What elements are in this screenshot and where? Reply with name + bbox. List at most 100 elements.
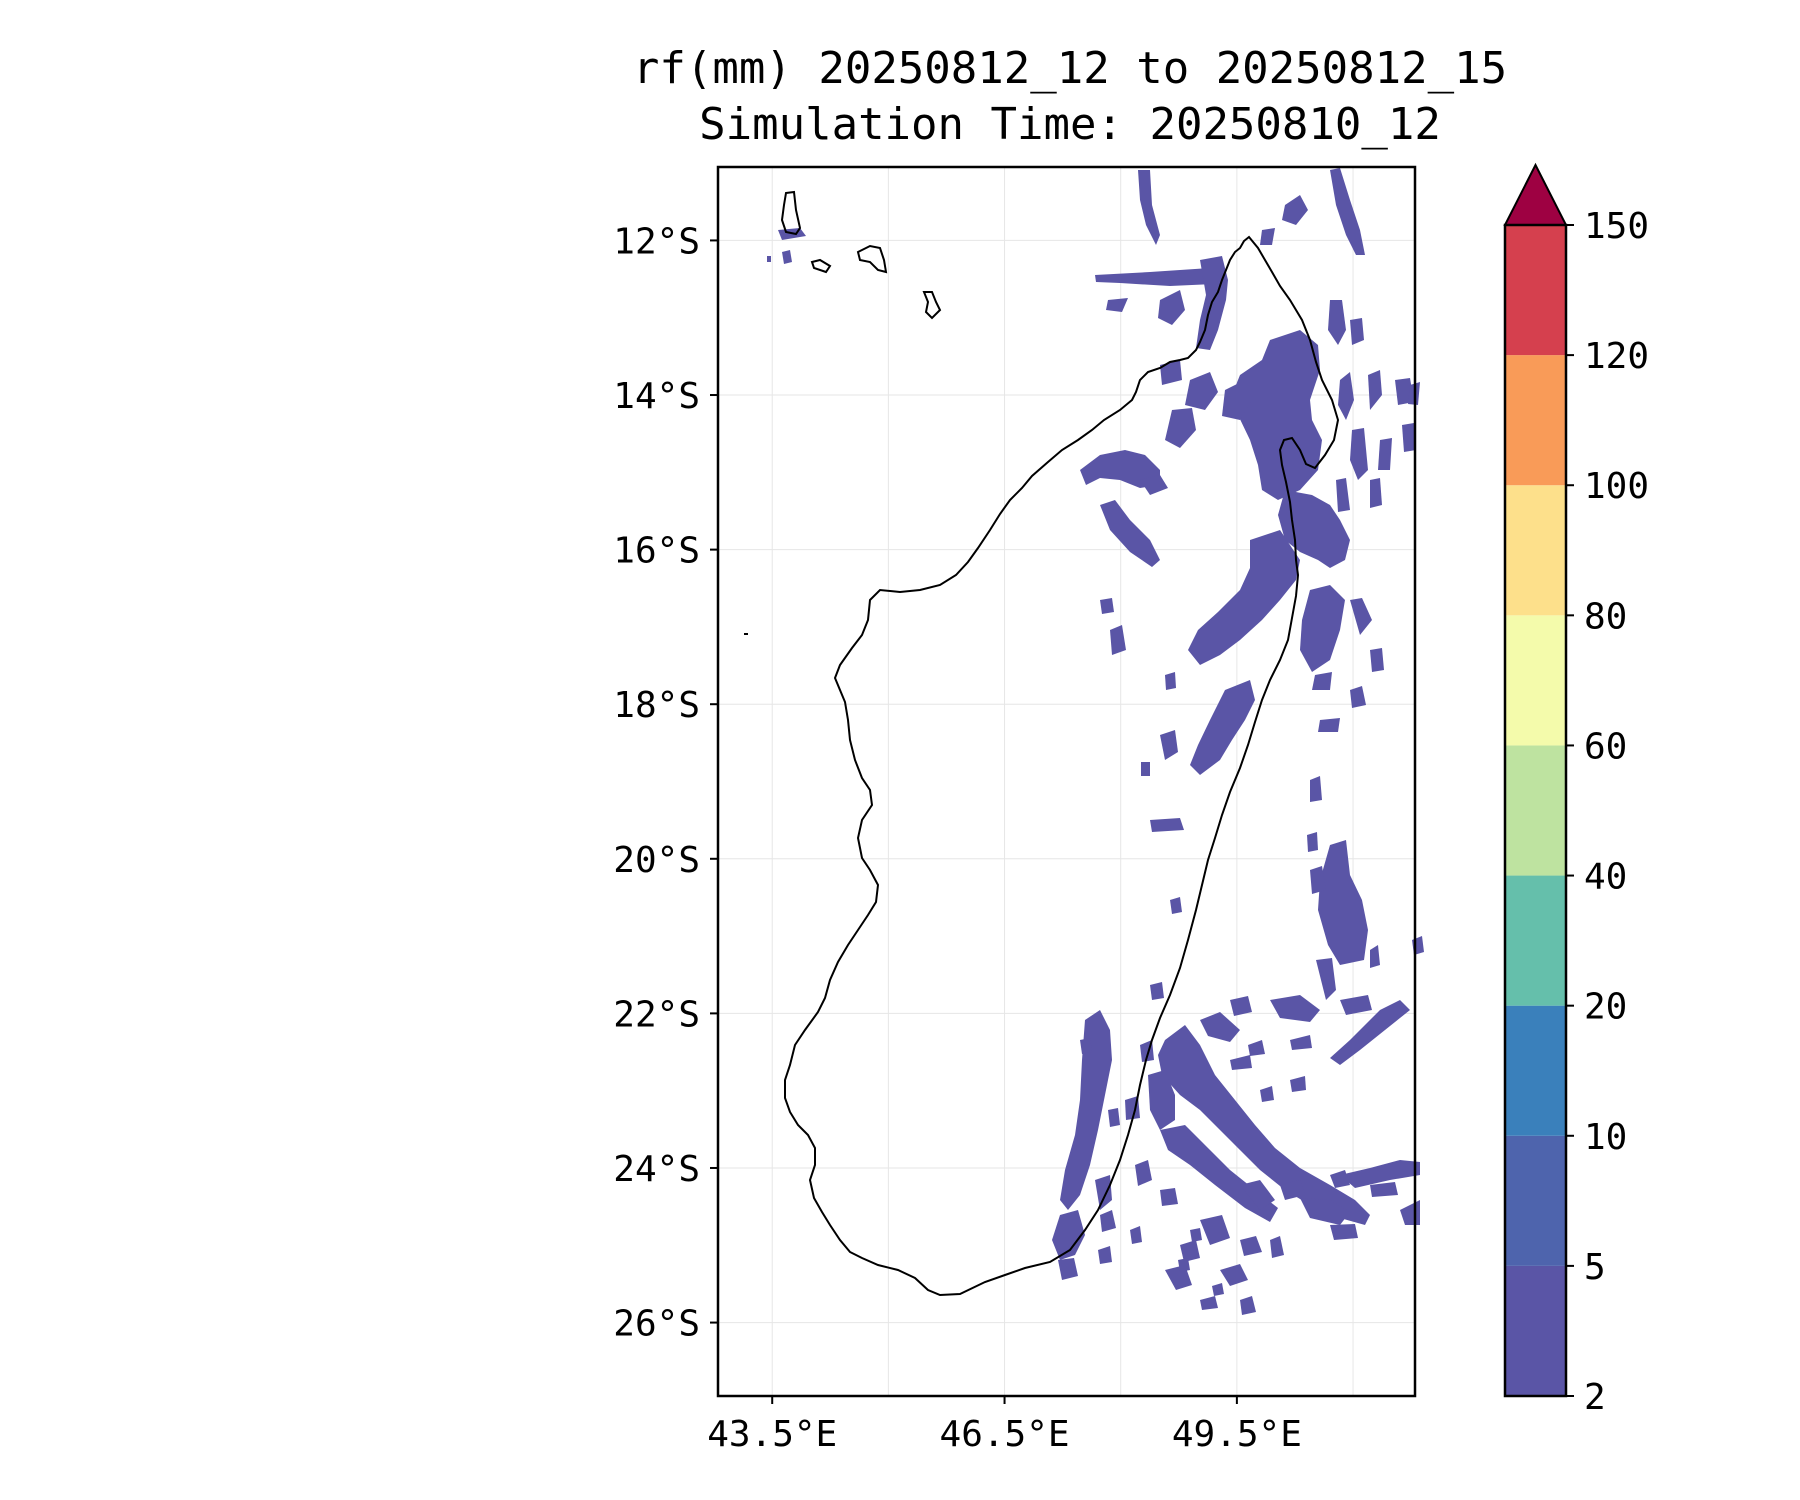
rain-area [1080,1038,1092,1054]
rain-area [1190,1228,1202,1242]
colorbar-segment [1505,355,1566,486]
rain-area [1110,625,1126,655]
y-tick-label: 18°S [613,685,700,726]
x-tick-label: 43.5°E [707,1414,837,1455]
map-frame [716,165,1417,1398]
colorbar-tick-label: 120 [1584,336,1649,377]
colorbar-tick-label: 10 [1584,1117,1627,1158]
colorbar-tick-label: 80 [1584,596,1627,637]
rain-area [1200,1215,1230,1245]
rain-area [1052,1210,1085,1260]
y-tick-label: 22°S [613,994,700,1035]
rain-area [1160,730,1178,760]
rain-area [1106,298,1128,312]
colorbar-tick-label: 20 [1584,987,1627,1028]
island-mayotte [922,291,942,320]
rain-area [1178,1258,1190,1272]
x-tick-label: 49.5°E [1172,1414,1302,1455]
rain-area [1060,1010,1112,1210]
rain-area [1336,478,1350,512]
rain-area [1230,996,1252,1016]
rain-area [767,256,771,262]
colorbar-tick-label: 2 [1584,1377,1606,1418]
rain-area [1150,818,1184,832]
rain-area [1280,1180,1305,1200]
rain-area [1402,423,1416,452]
rain-area [1165,672,1176,690]
x-axis-ticks: 43.5°E 46.5°E 49.5°E [707,1396,1302,1455]
rain-area [1330,168,1365,255]
rain-area [1158,1025,1370,1225]
colorbar-segment [1505,615,1566,746]
rain-area [1240,1236,1262,1256]
rain-area [1140,475,1168,495]
colorbar-frame [1503,223,1568,1398]
rain-area [1300,1198,1350,1225]
rain-area [1108,1108,1120,1127]
rain-area [1160,1125,1278,1222]
rain-area [1165,1265,1192,1290]
rain-area [1270,1236,1284,1258]
figure-title-line-1: rf(mm) 20250812_12 to 20250812_15 [633,43,1507,94]
rain-area [1141,762,1150,776]
rain-area [1248,1040,1265,1056]
colorbar-segment [1505,745,1566,876]
rainfall-areas [767,168,1424,1315]
colorbar-tick-label: 60 [1584,726,1627,767]
rain-area [1200,1012,1240,1042]
madagascar-coastline [784,235,1340,1297]
rain-area [1135,1160,1152,1186]
rain-area [1328,300,1346,345]
rain-area [1310,776,1322,802]
rain-area [1222,380,1252,420]
y-tick-label: 16°S [613,531,700,572]
rain-area [1212,1283,1224,1296]
map-panel: 43.5°E 46.5°E 49.5°E 12°S 14°S 16°S 18°S 20°S 2… [613,165,1424,1455]
rain-area [1100,1210,1116,1232]
rain-area [1330,1170,1350,1188]
rain-area [1190,680,1255,775]
rain-area [1185,372,1218,410]
colorbar-segment [1505,1265,1566,1396]
x-tick-label: 46.5°E [940,1414,1070,1455]
rain-area [1100,598,1114,614]
map-gridlines [718,167,1415,1396]
colorbar-tick-label: 40 [1584,857,1627,898]
rain-area [1350,428,1368,480]
rain-area [1270,995,1320,1022]
y-axis-ticks: 12°S 14°S 16°S 18°S 20°S 22°S 24°S 26°S [613,221,718,1345]
rain-area [1318,840,1368,965]
rain-area [1095,1175,1112,1210]
rain-area [782,250,792,264]
rain-area [1340,1160,1420,1188]
rain-area [1330,1000,1410,1065]
rain-area [1340,995,1372,1015]
rain-area [1138,170,1160,245]
colorbar-tick-label: 150 [1584,206,1649,247]
y-tick-label: 26°S [613,1304,700,1345]
rain-area [1330,1224,1358,1240]
rain-area [1310,866,1326,894]
rain-area [1318,718,1340,732]
colorbar-tick-label: 5 [1584,1247,1606,1288]
colorbar-extend-arrow [1503,162,1568,226]
rain-area [1232,330,1322,500]
y-tick-label: 14°S [613,376,700,417]
island-anjouan [856,244,888,274]
rain-area [1130,1226,1142,1244]
rain-area [1350,318,1364,345]
colorbar-segment [1505,485,1566,616]
rain-area [1240,1296,1256,1315]
rain-area [1312,672,1332,690]
rain-area [1290,1035,1312,1050]
figure-title-line-2: Simulation Time: 20250810_12 [699,99,1441,150]
rain-area [1282,195,1308,225]
colorbar-segment [1505,1005,1566,1136]
rain-area [1160,360,1182,385]
rain-area [1290,1076,1306,1092]
colorbar-segment [1505,225,1566,356]
rain-area [1300,585,1345,672]
rain-area [1100,500,1160,567]
rain-area [1200,1296,1218,1310]
